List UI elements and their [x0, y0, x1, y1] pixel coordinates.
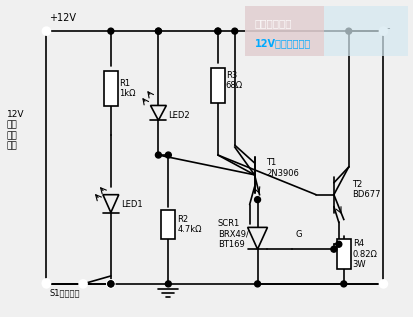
Text: S1复位开关: S1复位开关 — [50, 289, 80, 298]
Circle shape — [254, 197, 261, 203]
Circle shape — [155, 28, 161, 34]
Circle shape — [215, 28, 221, 34]
Text: LED1: LED1 — [121, 200, 142, 209]
Bar — [337, 239, 351, 269]
Text: 12V直流电压输出: 12V直流电压输出 — [254, 38, 311, 48]
Circle shape — [165, 152, 171, 158]
FancyBboxPatch shape — [244, 6, 324, 56]
Bar — [211, 68, 225, 103]
Circle shape — [43, 280, 50, 288]
Text: T2
BD677: T2 BD677 — [352, 180, 380, 199]
Circle shape — [165, 281, 171, 287]
Text: R2
4.7kΩ: R2 4.7kΩ — [177, 215, 202, 234]
Circle shape — [380, 27, 387, 35]
Circle shape — [79, 280, 87, 288]
Circle shape — [215, 28, 221, 34]
Circle shape — [107, 280, 115, 288]
Circle shape — [331, 246, 337, 252]
Circle shape — [108, 281, 114, 287]
Bar — [104, 71, 118, 106]
Circle shape — [254, 281, 261, 287]
Text: G: G — [295, 230, 302, 239]
Circle shape — [336, 241, 342, 247]
Text: R4
0.82Ω
3W: R4 0.82Ω 3W — [353, 239, 377, 269]
Circle shape — [43, 27, 50, 35]
Text: 12V
汽车
点烟
插座: 12V 汽车 点烟 插座 — [7, 110, 24, 150]
Text: LED2: LED2 — [169, 111, 190, 120]
Circle shape — [155, 152, 161, 158]
Circle shape — [232, 28, 238, 34]
Text: -: - — [387, 23, 390, 33]
Text: R1
1kΩ: R1 1kΩ — [119, 79, 135, 98]
Circle shape — [346, 28, 352, 34]
Text: T1
2N3906: T1 2N3906 — [266, 158, 299, 178]
Text: +12V: +12V — [50, 13, 76, 23]
Text: SCR1
BRX49/
BT169: SCR1 BRX49/ BT169 — [218, 219, 249, 249]
Circle shape — [108, 281, 114, 287]
Text: 电子制作大地: 电子制作大地 — [254, 18, 292, 28]
Circle shape — [43, 279, 50, 287]
Circle shape — [380, 280, 387, 288]
Circle shape — [341, 281, 347, 287]
Bar — [161, 210, 175, 239]
Circle shape — [108, 28, 114, 34]
Text: R3
68Ω: R3 68Ω — [226, 71, 243, 90]
FancyBboxPatch shape — [244, 6, 408, 56]
Circle shape — [155, 28, 161, 34]
